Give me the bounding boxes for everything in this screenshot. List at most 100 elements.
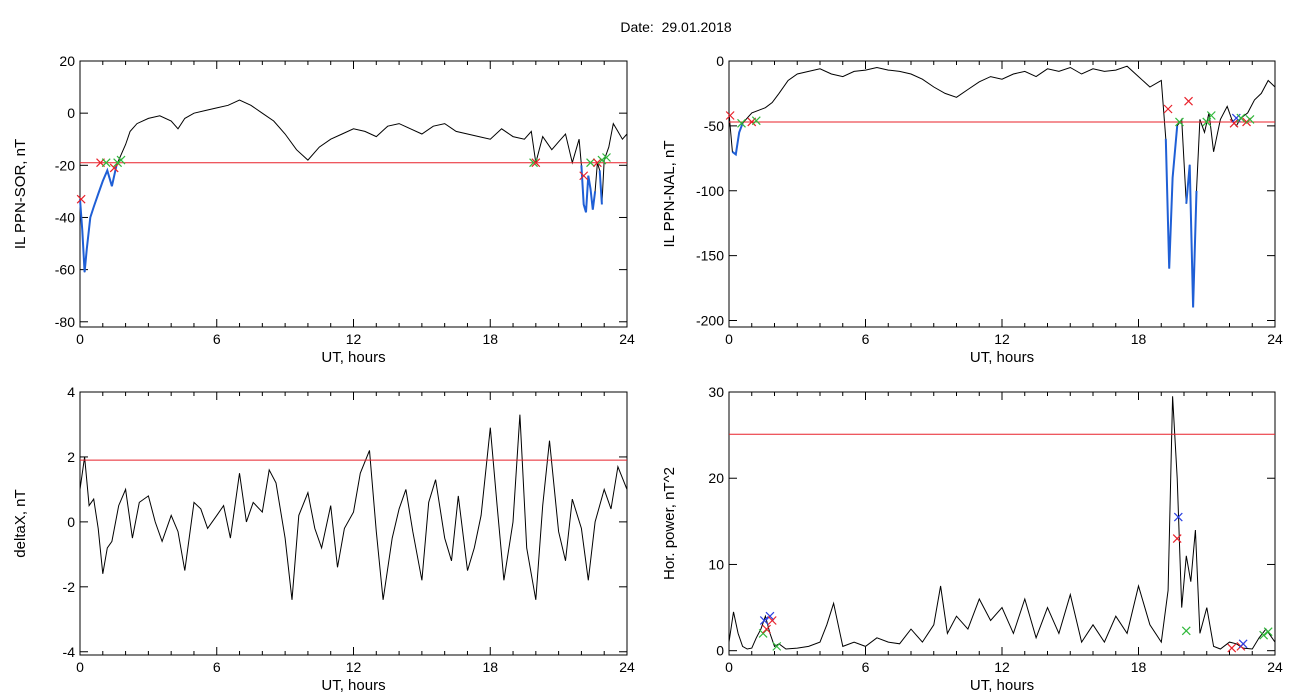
x-tick-label: 18: [482, 659, 498, 675]
chart-panel-4: 0 6 12 18 24 30 20 10 0 UT, hours Hor. power, nT^2: [661, 384, 1283, 694]
x-tick-label: 18: [1131, 331, 1147, 347]
y-axis-label: IL PPN-NAL, nT: [661, 141, 678, 248]
event-marker: [1172, 534, 1182, 544]
event-marker: [758, 629, 768, 638]
y-tick-label: 0: [716, 643, 724, 659]
x-tick-label: 12: [346, 659, 362, 675]
x-tick-label: 12: [346, 331, 362, 347]
event-marker: [597, 155, 607, 165]
event-marker: [529, 158, 538, 168]
event-marker: [76, 194, 86, 204]
chart-panel-2: 0 6 12 18 24 0 -50 -100 -150 -200 UT, hours IL PPN-…: [661, 53, 1283, 366]
y-tick-label: 0: [716, 53, 724, 69]
y-tick-label: -20: [55, 157, 75, 173]
event-marker: [586, 158, 595, 168]
x-tick-label: 0: [76, 659, 84, 675]
plot-frame: [79, 391, 628, 656]
y-tick-label: -60: [55, 262, 75, 278]
y-tick-label: -200: [696, 313, 724, 329]
event-marker: [1202, 117, 1212, 127]
data-series-line: [728, 65, 1276, 308]
event-marker: [762, 624, 771, 634]
below-threshold-segment: [580, 165, 597, 213]
event-marker: [1259, 630, 1269, 640]
event-marker: [1173, 512, 1183, 522]
y-tick-label: 10: [708, 556, 724, 572]
y-axis-label: IL PPN-SOR, nT: [12, 139, 29, 249]
y-tick-label: -40: [55, 209, 75, 225]
y-tick-label: -4: [63, 644, 76, 660]
below-threshold-segment: [598, 170, 603, 205]
x-tick-label: 18: [482, 331, 498, 347]
x-tick-label: 6: [862, 659, 870, 675]
event-marker: [759, 616, 769, 625]
below-threshold-segment: [731, 122, 744, 157]
event-marker: [1263, 627, 1273, 637]
x-tick-label: 18: [1131, 659, 1147, 675]
x-axis-label: UT, hours: [970, 677, 1034, 694]
below-threshold-segment: [1164, 125, 1179, 269]
y-tick-label: -80: [55, 314, 75, 330]
below-threshold-segment: [1185, 164, 1198, 308]
x-tick-label: 12: [994, 659, 1010, 675]
plot-frame: [728, 391, 1276, 656]
event-marker: [765, 611, 775, 621]
event-marker: [579, 171, 589, 181]
event-marker: [602, 153, 611, 162]
event-marker: [767, 616, 777, 625]
data-series-line: [79, 414, 628, 600]
y-axis-label: Hor. power, nT^2: [661, 467, 678, 580]
y-axis-label: deltaX, nT: [12, 489, 29, 557]
x-tick-label: 6: [213, 659, 221, 675]
x-axis-label: UT, hours: [321, 349, 385, 366]
date-title: Date: 29.01.2018: [620, 19, 732, 35]
x-tick-label: 0: [76, 331, 84, 347]
x-tick-label: 0: [725, 331, 733, 347]
event-marker: [531, 158, 541, 168]
x-tick-label: 24: [1267, 659, 1283, 675]
event-marker: [1227, 643, 1237, 653]
below-threshold-segment: [79, 165, 118, 273]
event-marker: [751, 116, 761, 126]
x-tick-label: 12: [994, 331, 1010, 347]
x-tick-label: 24: [619, 659, 635, 675]
y-tick-label: 20: [708, 470, 724, 486]
event-marker: [592, 158, 602, 168]
y-tick-label: 4: [67, 384, 75, 400]
y-tick-label: 20: [59, 53, 75, 69]
y-tick-label: -2: [63, 579, 76, 595]
y-tick-label: -50: [704, 118, 724, 134]
y-tick-label: 30: [708, 384, 724, 400]
event-marker: [101, 158, 111, 168]
chart-panel-3: 0 6 12 18 24 4 2 0 -2 -4 UT, hours deltaX, nT: [12, 384, 635, 694]
event-marker: [109, 163, 119, 173]
x-tick-label: 6: [862, 331, 870, 347]
event-marker: [1175, 117, 1184, 127]
event-marker: [1206, 111, 1216, 120]
chart-panel-1: 0 6 12 18 24 20 0 -20 -40 -60 -80 UT, hours IL PPN-S…: [12, 53, 635, 366]
event-marker: [737, 118, 746, 128]
x-axis-label: UT, hours: [970, 349, 1034, 366]
y-tick-label: -150: [696, 248, 724, 264]
event-marker: [1245, 114, 1255, 124]
event-marker: [725, 111, 735, 120]
event-marker: [1236, 113, 1246, 123]
event-marker: [116, 155, 126, 165]
x-axis-label: UT, hours: [321, 677, 385, 694]
x-tick-label: 0: [725, 659, 733, 675]
event-marker: [1184, 96, 1193, 106]
event-marker: [772, 641, 782, 651]
plot-frame: [79, 60, 628, 328]
event-marker: [1229, 118, 1239, 128]
y-tick-label: 0: [67, 514, 75, 530]
event-marker: [1181, 626, 1191, 636]
x-tick-label: 6: [213, 331, 221, 347]
y-tick-label: 2: [67, 449, 75, 465]
x-tick-label: 24: [619, 331, 635, 347]
x-tick-label: 24: [1267, 331, 1283, 347]
y-tick-label: -100: [696, 183, 724, 199]
event-marker: [1238, 639, 1248, 649]
y-tick-label: 0: [67, 105, 75, 121]
data-series-line: [79, 99, 628, 273]
